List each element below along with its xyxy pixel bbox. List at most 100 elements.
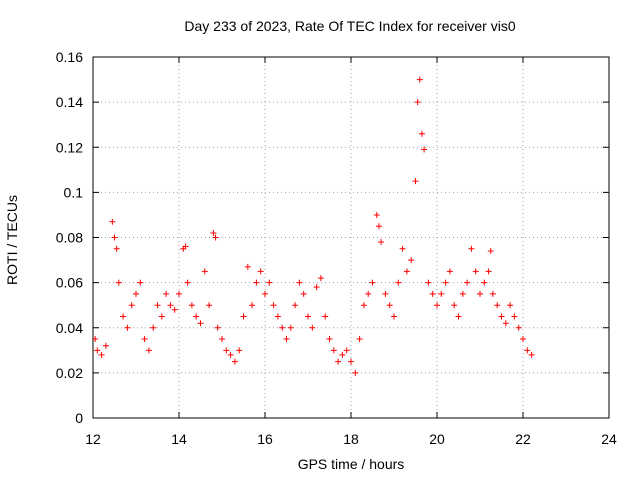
data-point bbox=[416, 76, 423, 83]
data-point bbox=[418, 130, 425, 137]
data-point bbox=[352, 369, 359, 376]
data-point bbox=[360, 302, 367, 309]
y-tick-label: 0.16 bbox=[56, 49, 83, 65]
data-point bbox=[343, 347, 350, 354]
data-point bbox=[274, 313, 281, 320]
data-point bbox=[94, 347, 101, 354]
data-point bbox=[102, 342, 109, 349]
y-tick-label: 0.06 bbox=[56, 275, 83, 291]
data-point bbox=[386, 302, 393, 309]
data-point bbox=[223, 347, 230, 354]
data-point bbox=[257, 268, 264, 275]
data-point bbox=[92, 336, 99, 343]
y-tick-label: 0.08 bbox=[56, 230, 83, 246]
y-tick-label: 0.04 bbox=[56, 320, 83, 336]
data-point bbox=[150, 324, 157, 331]
data-point bbox=[528, 351, 535, 358]
data-point bbox=[438, 290, 445, 297]
data-point bbox=[137, 279, 144, 286]
data-point bbox=[262, 290, 268, 297]
data-point bbox=[176, 290, 182, 297]
data-point bbox=[201, 268, 208, 275]
data-point bbox=[219, 336, 225, 343]
data-point bbox=[446, 268, 453, 275]
data-point bbox=[313, 284, 320, 291]
data-point bbox=[111, 234, 118, 241]
data-point bbox=[412, 178, 419, 185]
data-point bbox=[193, 313, 200, 320]
data-point bbox=[425, 279, 432, 286]
data-point bbox=[227, 351, 234, 358]
data-point bbox=[451, 302, 458, 309]
data-point bbox=[270, 302, 277, 309]
x-tick-label: 12 bbox=[85, 431, 101, 447]
data-point bbox=[292, 302, 299, 309]
data-point bbox=[113, 245, 120, 252]
data-point bbox=[520, 336, 526, 343]
data-point bbox=[455, 313, 462, 320]
data-point bbox=[326, 336, 333, 343]
plot-frame bbox=[92, 56, 610, 419]
data-point bbox=[210, 229, 217, 236]
data-point bbox=[434, 302, 440, 309]
data-point bbox=[145, 347, 152, 354]
data-point bbox=[253, 279, 260, 286]
data-point bbox=[197, 320, 204, 327]
x-tick-label: 16 bbox=[257, 431, 273, 447]
data-point bbox=[236, 347, 243, 354]
data-point bbox=[182, 243, 189, 250]
data-point bbox=[240, 313, 247, 320]
data-point bbox=[296, 279, 303, 286]
data-point bbox=[365, 290, 372, 297]
data-point bbox=[494, 302, 501, 309]
data-point bbox=[322, 313, 329, 320]
data-point bbox=[369, 279, 376, 286]
data-point bbox=[335, 358, 342, 365]
data-point bbox=[373, 211, 380, 218]
y-tick-label: 0 bbox=[75, 410, 83, 426]
data-point bbox=[231, 358, 238, 365]
x-axis-label: GPS time / hours bbox=[297, 456, 405, 472]
data-point bbox=[421, 146, 428, 153]
data-point bbox=[485, 268, 492, 275]
x-tick-label: 14 bbox=[171, 431, 187, 447]
data-point bbox=[309, 324, 316, 331]
data-point bbox=[468, 245, 475, 252]
data-point bbox=[279, 324, 286, 331]
data-point bbox=[459, 290, 466, 297]
data-point bbox=[408, 257, 415, 264]
data-point bbox=[515, 324, 522, 331]
data-point bbox=[507, 302, 514, 309]
data-point bbox=[109, 218, 116, 225]
data-point bbox=[356, 336, 363, 343]
data-point bbox=[378, 239, 385, 246]
data-point bbox=[124, 324, 131, 331]
data-point bbox=[382, 290, 389, 297]
data-point bbox=[163, 290, 170, 297]
y-tick-label: 0.02 bbox=[56, 365, 83, 381]
data-point bbox=[472, 268, 479, 275]
data-point bbox=[348, 358, 354, 365]
data-point bbox=[339, 351, 346, 358]
y-tick-label: 0.1 bbox=[64, 184, 84, 200]
data-point bbox=[167, 302, 174, 309]
chart-title: Day 233 of 2023, Rate Of TEC Index for r… bbox=[184, 18, 516, 34]
data-point bbox=[206, 302, 213, 309]
data-point bbox=[464, 279, 471, 286]
data-point bbox=[395, 279, 402, 286]
data-point bbox=[154, 302, 161, 309]
data-point bbox=[249, 302, 256, 309]
data-point bbox=[481, 279, 488, 286]
data-point bbox=[403, 268, 410, 275]
y-tick-label: 0.12 bbox=[56, 139, 83, 155]
x-tick-label: 24 bbox=[601, 431, 617, 447]
data-point bbox=[442, 279, 449, 286]
data-point bbox=[266, 279, 273, 286]
x-tick-label: 22 bbox=[515, 431, 531, 447]
data-point bbox=[487, 248, 494, 255]
data-point bbox=[120, 313, 127, 320]
data-point bbox=[283, 336, 290, 343]
data-point bbox=[498, 313, 505, 320]
data-point bbox=[300, 290, 307, 297]
data-point bbox=[414, 99, 421, 106]
